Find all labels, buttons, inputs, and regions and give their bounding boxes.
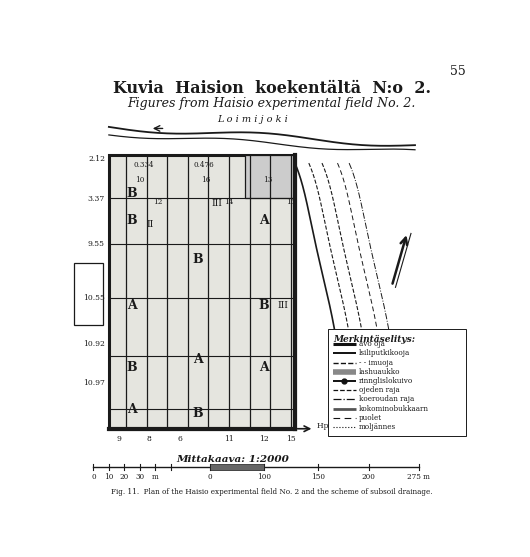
- Text: 0.334: 0.334: [134, 160, 154, 169]
- Text: II: II: [146, 220, 154, 229]
- Text: III: III: [278, 301, 289, 310]
- Text: moljännes: moljännes: [359, 423, 396, 431]
- Text: B: B: [259, 299, 269, 312]
- Text: 55: 55: [450, 65, 465, 77]
- Text: 14: 14: [224, 198, 234, 206]
- Text: 13: 13: [286, 198, 296, 206]
- Text: Merkintäselitys:: Merkintäselitys:: [333, 335, 415, 344]
- Text: 200: 200: [361, 473, 375, 481]
- Text: avo oja: avo oja: [359, 340, 385, 348]
- Text: - - imuoja: - - imuoja: [359, 359, 393, 367]
- Text: A: A: [127, 299, 137, 312]
- Text: III: III: [212, 199, 223, 208]
- Text: lsiliputkikooja: lsiliputkikooja: [359, 349, 410, 357]
- Text: 15: 15: [286, 435, 296, 443]
- Text: 9.55: 9.55: [88, 240, 105, 248]
- Text: m: m: [152, 473, 159, 481]
- Text: puolet: puolet: [359, 414, 382, 422]
- Text: 10.92: 10.92: [83, 340, 105, 348]
- Text: A: A: [127, 403, 137, 416]
- Text: 20: 20: [120, 473, 129, 481]
- Text: A: A: [193, 353, 203, 366]
- Text: 8: 8: [147, 435, 152, 443]
- Text: 150: 150: [311, 473, 325, 481]
- Text: 6: 6: [178, 435, 183, 443]
- Text: lashuaukko: lashuaukko: [359, 368, 401, 376]
- Text: 30: 30: [135, 473, 145, 481]
- Text: 0.476: 0.476: [194, 160, 215, 169]
- Text: kokominobukkaarn: kokominobukkaarn: [359, 405, 429, 413]
- Text: L o i m i j o k i: L o i m i j o k i: [217, 115, 288, 124]
- Text: 100: 100: [257, 473, 271, 481]
- Text: B: B: [193, 253, 204, 266]
- Bar: [328, 329, 466, 437]
- Text: 2.12: 2.12: [88, 155, 105, 163]
- Text: 10: 10: [104, 473, 113, 481]
- Bar: [210, 464, 264, 470]
- Text: B: B: [127, 360, 137, 374]
- Bar: [109, 155, 295, 429]
- Text: ojeden raja: ojeden raja: [359, 386, 400, 394]
- Text: 10.97: 10.97: [83, 379, 105, 387]
- Text: 13: 13: [263, 176, 272, 184]
- Text: A: A: [259, 360, 269, 374]
- Text: 11: 11: [224, 435, 234, 443]
- Bar: [244, 155, 295, 198]
- Text: rinnglislokuivo: rinnglislokuivo: [359, 377, 413, 385]
- Text: B: B: [193, 407, 204, 420]
- Bar: [74, 263, 103, 325]
- Text: Fig. 11.  Plan of the Haisio experimental field No. 2 and the scheme of subsoil : Fig. 11. Plan of the Haisio experimental…: [111, 488, 432, 496]
- Text: 10.55: 10.55: [83, 294, 105, 302]
- Text: Figures from Haisio experimental field No. 2.: Figures from Haisio experimental field N…: [127, 96, 416, 110]
- Text: 9: 9: [117, 435, 121, 443]
- Text: 275 m: 275 m: [408, 473, 430, 481]
- Text: 0: 0: [207, 473, 212, 481]
- Text: Hp 10.00: Hp 10.00: [316, 422, 352, 431]
- Text: 12: 12: [259, 435, 269, 443]
- Text: 12: 12: [153, 198, 162, 206]
- Text: 0: 0: [91, 473, 96, 481]
- Text: 10: 10: [135, 176, 145, 184]
- Text: B: B: [127, 214, 137, 227]
- Text: A: A: [259, 214, 269, 227]
- Text: koeroudan raja: koeroudan raja: [359, 395, 414, 403]
- Text: 3.37: 3.37: [88, 196, 105, 203]
- Text: Mittakaava: 1:2000: Mittakaava: 1:2000: [176, 455, 289, 464]
- Text: 16: 16: [201, 176, 210, 184]
- Text: Kuvia  Haision  koekentältä  N:o  2.: Kuvia Haision koekentältä N:o 2.: [112, 80, 430, 97]
- Text: B: B: [127, 187, 137, 201]
